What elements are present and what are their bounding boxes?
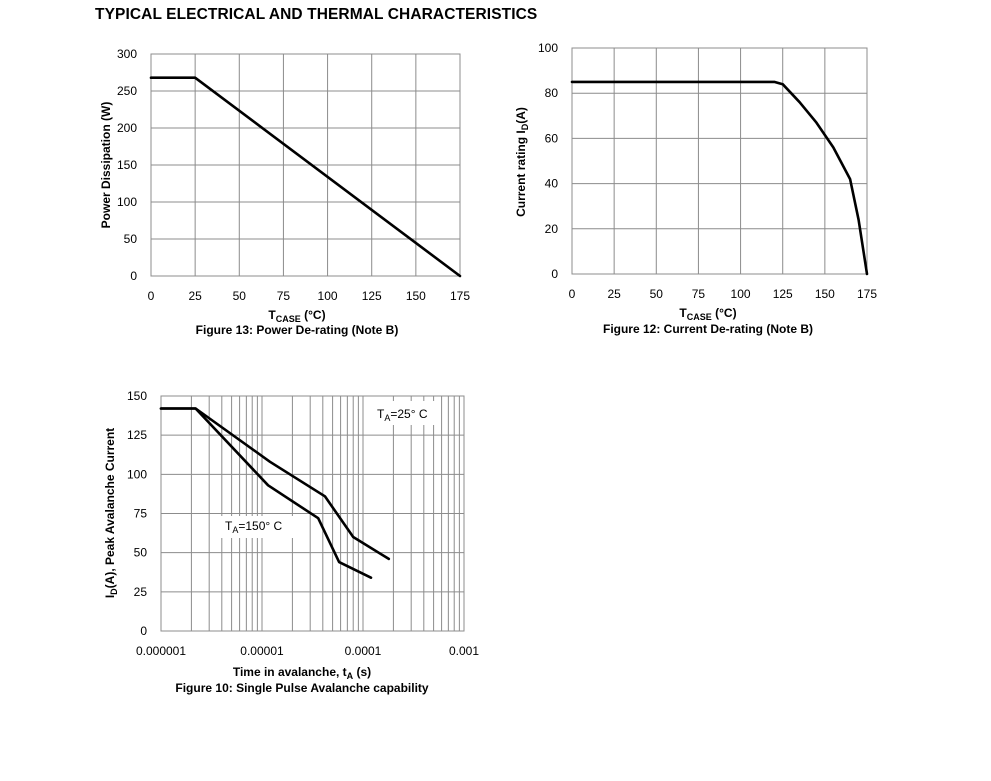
y-tick-label: 75 [134,507,148,521]
y-tick-label: 50 [124,232,138,246]
y-tick-label: 0 [140,624,147,638]
x-tick-labels: 0.000001 0.00001 0.0001 0.001 [136,644,479,658]
x-tick-label: 0.0001 [345,644,382,658]
y-tick-label: 0 [130,269,137,283]
x-axis-label: Time in avalanche, tA (s) [233,665,371,681]
y-tick-label: 150 [127,389,147,403]
plot-frame [571,47,868,275]
series-line-current-rating [570,80,869,276]
x-axis-label: TCASE (°C) [268,308,325,324]
svg-text:TA=150° C: TA=150° C [225,519,283,535]
figure-caption: Figure 10: Single Pulse Avalanche capabi… [175,681,429,695]
svg-text:TA=25° C: TA=25° C [377,407,428,423]
annotation-ta-25: TA=25° C [372,401,440,425]
y-tick-label: 150 [117,158,137,172]
y-axis-label: ID(A), Peak Avalanche Current [103,428,119,598]
x-tick-label: 175 [450,289,470,303]
y-tick-label: 60 [545,131,559,145]
series-group [570,80,869,276]
x-tick-label: 25 [188,289,202,303]
x-tick-label: 0.000001 [136,644,186,658]
x-tick-label: 0 [148,289,155,303]
plot-frame [150,53,461,277]
y-tick-label: 0 [551,267,558,281]
y-tick-labels: 0 25 50 75 100 125 150 [127,389,147,638]
page-title: TYPICAL ELECTRICAL AND THERMAL CHARACTER… [95,6,538,23]
x-tick-label: 0 [569,287,576,301]
figure-caption: Figure 12: Current De-rating (Note B) [603,322,813,336]
y-tick-label: 50 [134,546,148,560]
x-tick-label: 50 [233,289,247,303]
y-tick-labels: 0 50 100 150 200 250 300 [117,47,137,283]
x-tick-label: 25 [607,287,621,301]
x-tick-label: 150 [815,287,835,301]
x-tick-label: 0.00001 [240,644,284,658]
x-axis-label: TCASE (°C) [679,306,736,322]
y-tick-label: 40 [545,177,559,191]
y-tick-labels: 0 20 40 60 80 100 [538,41,558,281]
series-group [149,76,462,278]
x-tick-label: 75 [277,289,291,303]
y-tick-label: 125 [127,428,147,442]
x-tick-label: 50 [650,287,664,301]
y-tick-label: 100 [127,467,147,481]
y-tick-label: 250 [117,84,137,98]
y-tick-label: 25 [134,585,148,599]
series-line-power-dissipation [149,76,462,278]
x-tick-label: 175 [857,287,877,301]
x-tick-label: 150 [406,289,426,303]
plot-frame [160,395,465,632]
y-axis-label: Power Dissipation (W) [99,102,113,229]
y-tick-label: 300 [117,47,137,61]
annotation-ta-150: TA=150° C [220,516,294,538]
x-tick-label: 100 [731,287,751,301]
y-tick-label: 100 [538,41,558,55]
x-tick-label: 125 [362,289,382,303]
y-tick-label: 200 [117,121,137,135]
x-tick-label: 100 [318,289,338,303]
series-line-ta-150-c [159,407,373,580]
x-tick-label: 75 [692,287,706,301]
x-tick-labels: 0 25 50 75 100 125 150 175 [569,287,878,301]
y-tick-label: 80 [545,86,559,100]
x-tick-label: 0.001 [449,644,479,658]
figure-caption: Figure 13: Power De-rating (Note B) [196,323,399,337]
x-tick-label: 125 [773,287,793,301]
y-tick-label: 100 [117,195,137,209]
x-tick-labels: 0 25 50 75 100 125 150 175 [148,289,471,303]
y-axis-label: Current rating ID(A) [514,107,530,217]
y-tick-label: 20 [545,222,559,236]
series-group [159,407,391,580]
